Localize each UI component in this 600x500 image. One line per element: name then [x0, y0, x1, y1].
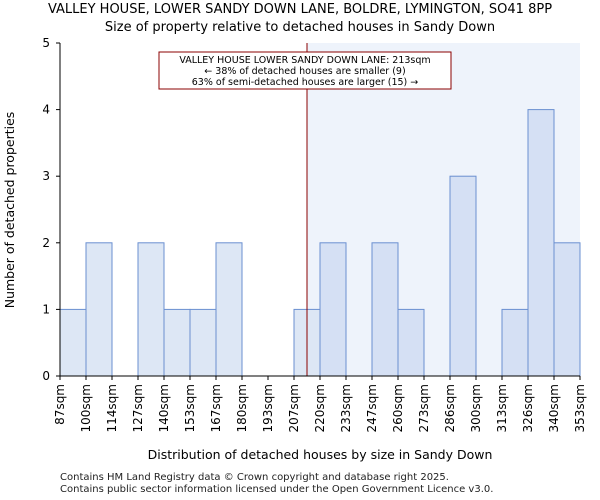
y-tick-label: 0	[42, 369, 50, 383]
x-tick-label: 260sqm	[391, 384, 405, 432]
x-tick-label: 353sqm	[573, 384, 587, 432]
y-tick-label: 2	[42, 236, 50, 250]
bar-100sqm	[85, 242, 113, 377]
annotation-box	[158, 51, 452, 90]
y-tick-label: 1	[42, 302, 50, 316]
x-tick-label: 207sqm	[287, 384, 301, 432]
footer-attribution-line-1: Contains HM Land Registry data © Crown c…	[60, 472, 449, 483]
bar-220sqm	[319, 242, 347, 377]
bar-127sqm	[137, 242, 165, 377]
x-tick-label: 286sqm	[443, 384, 457, 432]
bar-167sqm	[215, 242, 243, 377]
x-axis-label: Distribution of detached houses by size …	[148, 447, 493, 462]
annotation-line-1: VALLEY HOUSE LOWER SANDY DOWN LANE: 213s…	[179, 55, 430, 66]
y-tick-label: 3	[42, 169, 50, 183]
x-tick-label: 193sqm	[261, 384, 275, 432]
x-tick-label: 273sqm	[417, 384, 431, 432]
chart-subtitle: Size of property relative to detached ho…	[105, 20, 495, 35]
annotation-line-3: 63% of semi-detached houses are larger (…	[192, 77, 419, 88]
y-tick-label: 4	[42, 103, 50, 117]
x-tick-label: 247sqm	[365, 384, 379, 432]
x-tick-label: 100sqm	[79, 384, 93, 432]
annotation-line-2: ← 38% of detached houses are smaller (9)	[204, 66, 405, 77]
bar-340sqm	[553, 242, 581, 377]
bar-140sqm	[163, 308, 191, 377]
chart-title: VALLEY HOUSE, LOWER SANDY DOWN LANE, BOL…	[48, 2, 552, 17]
x-tick-label: 326sqm	[521, 384, 535, 432]
footer-attribution-line-2: Contains public sector information licen…	[60, 484, 494, 495]
bar-87sqm	[59, 308, 87, 377]
bar-260sqm	[397, 308, 425, 377]
x-tick-label: 300sqm	[469, 384, 483, 432]
y-axis-label: Number of detached properties	[2, 112, 17, 309]
bar-286sqm	[449, 175, 477, 377]
bar-313sqm	[501, 308, 529, 377]
y-tick-label: 5	[42, 36, 50, 50]
x-tick-label: 114sqm	[105, 384, 119, 432]
x-tick-label: 153sqm	[183, 384, 197, 432]
bar-153sqm	[189, 308, 217, 377]
bar-326sqm	[527, 109, 555, 377]
x-tick-label: 127sqm	[131, 384, 145, 432]
x-tick-label: 220sqm	[313, 384, 327, 432]
x-tick-label: 313sqm	[495, 384, 509, 432]
bar-247sqm	[371, 242, 399, 377]
x-tick-label: 180sqm	[235, 384, 249, 432]
x-tick-label: 167sqm	[209, 384, 223, 432]
x-tick-label: 233sqm	[339, 384, 353, 432]
x-tick-label: 340sqm	[547, 384, 561, 432]
x-tick-label: 87sqm	[53, 384, 67, 425]
x-tick-label: 140sqm	[157, 384, 171, 432]
